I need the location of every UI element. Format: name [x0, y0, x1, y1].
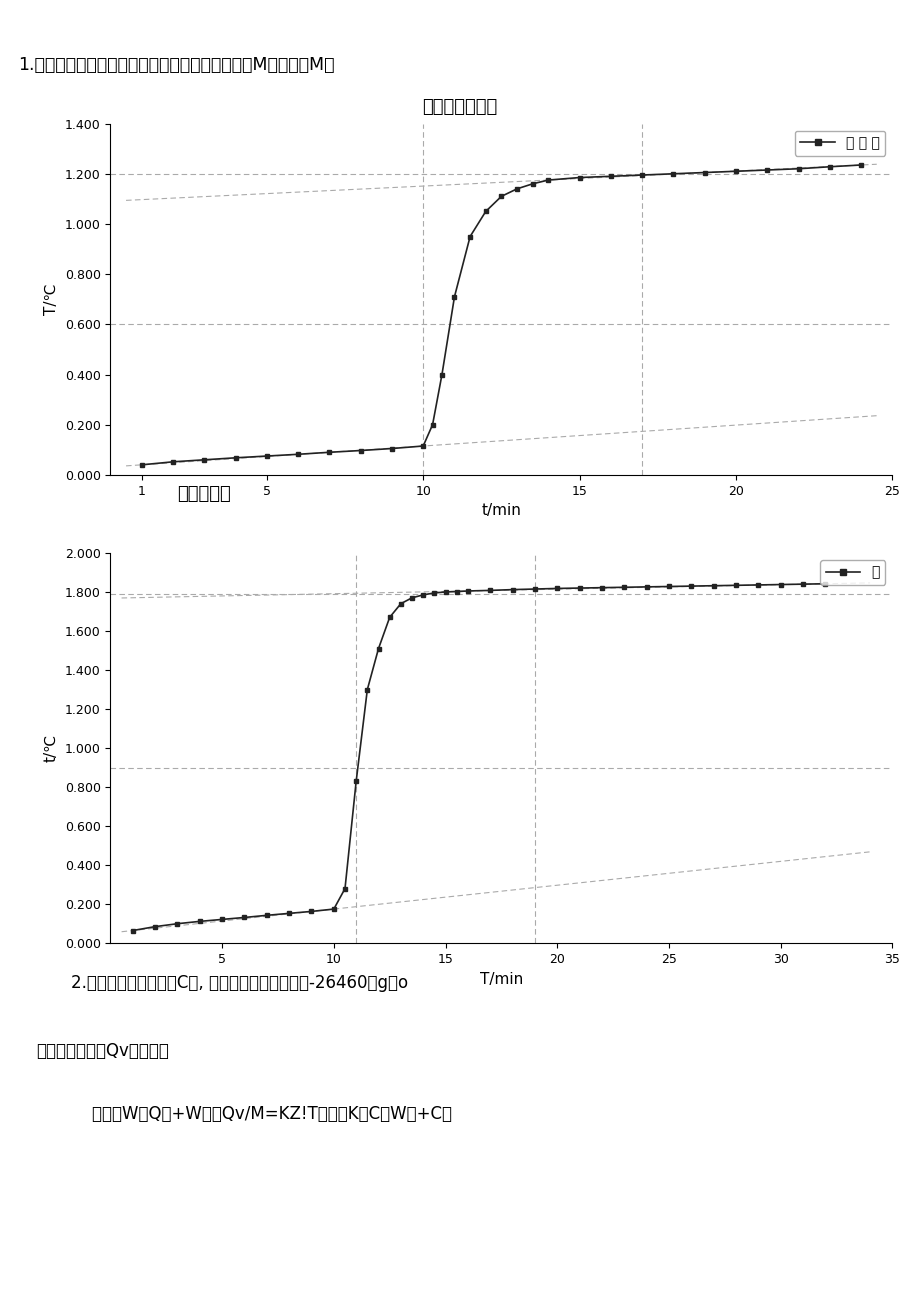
Text: 2.计算量热计的水当量C总, 已知苯甲酸的烧燃熔为-26460八g，o: 2.计算量热计的水当量C总, 已知苯甲酸的烧燃熔为-26460八g，o	[72, 974, 408, 993]
Y-axis label: t/℃: t/℃	[44, 734, 59, 762]
X-axis label: T/min: T/min	[479, 972, 523, 986]
Text: 1.用雷诺图解法求出苯甲酸和蔡燃烧前后的温度差M本甲酸和M和: 1.用雷诺图解法求出苯甲酸和蔡燃烧前后的温度差M本甲酸和M和	[18, 56, 335, 74]
Text: 苯甲酸的雷诺图: 苯甲酸的雷诺图	[422, 99, 497, 116]
Legend: 萘: 萘	[819, 559, 884, 585]
X-axis label: t/min: t/min	[481, 503, 521, 518]
Text: 解：由W统Q维+W样品Qv/M=KZ!T；其中K为C水W水+C总: 解：由W统Q维+W样品Qv/M=KZ!T；其中K为C水W水+C总	[72, 1105, 452, 1123]
Legend: 苯 甲 酸: 苯 甲 酸	[794, 130, 884, 156]
Text: 求出蔡的燃烧热Qv和义盘。: 求出蔡的燃烧热Qv和义盘。	[36, 1042, 169, 1060]
Text: 蔡的雷诺图: 蔡的雷诺图	[177, 485, 231, 503]
Y-axis label: T/℃: T/℃	[44, 284, 59, 315]
